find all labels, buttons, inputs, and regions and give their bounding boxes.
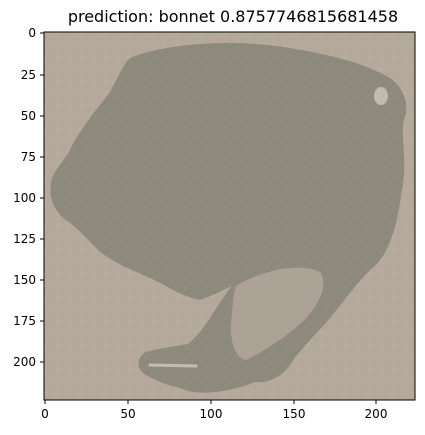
- y-tick-label: 200: [13, 355, 36, 369]
- image-area: [43, 31, 416, 401]
- y-tick-label: 175: [13, 314, 36, 328]
- x-tick-label: 0: [41, 407, 49, 421]
- light-streak: [148, 363, 198, 368]
- x-tick-label: 200: [365, 407, 388, 421]
- axes-frame: [43, 31, 416, 401]
- x-tick-label: 100: [200, 407, 223, 421]
- y-tick-label: 100: [13, 191, 36, 205]
- y-tick-label: 0: [28, 26, 36, 40]
- y-tick-label: 25: [21, 68, 36, 82]
- x-tick-label: 150: [283, 407, 306, 421]
- y-tick-label: 75: [21, 150, 36, 164]
- x-axis: 0 50 100 150 200: [41, 400, 387, 421]
- y-axis: 0 25 50 75 100 125 150 175 200: [13, 26, 44, 369]
- y-tick-label: 50: [21, 109, 36, 123]
- y-tick-label: 125: [13, 232, 36, 246]
- highlight-spot: [374, 87, 388, 105]
- x-tick-label: 50: [120, 407, 135, 421]
- bonnet-texture: [50, 43, 407, 393]
- bonnet-opening: [230, 267, 324, 360]
- y-tick-label: 150: [13, 273, 36, 287]
- plot-title: prediction: bonnet 0.8757746815681458: [68, 7, 398, 26]
